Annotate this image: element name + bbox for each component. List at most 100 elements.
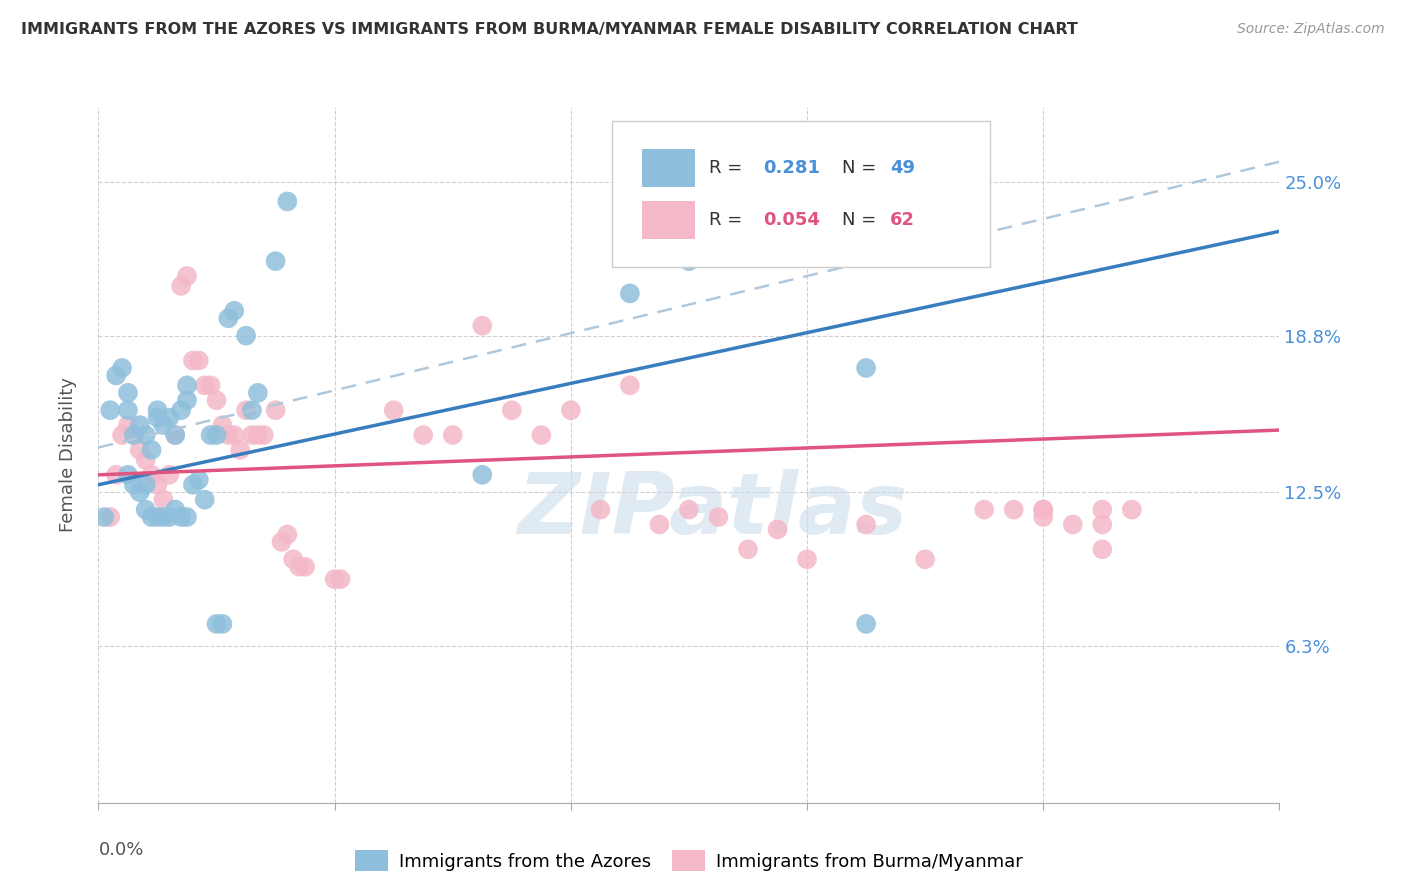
Point xyxy=(170,510,193,524)
Point xyxy=(157,510,180,524)
Text: ZIPatlas: ZIPatlas xyxy=(517,469,908,552)
Point xyxy=(146,477,169,491)
Point xyxy=(648,517,671,532)
Point xyxy=(235,403,257,417)
Point xyxy=(914,552,936,566)
Point xyxy=(122,428,145,442)
Point xyxy=(141,510,163,524)
Legend: Immigrants from the Azores, Immigrants from Burma/Myanmar: Immigrants from the Azores, Immigrants f… xyxy=(349,843,1029,879)
Point xyxy=(176,510,198,524)
Point xyxy=(211,418,233,433)
Point xyxy=(678,502,700,516)
Point xyxy=(1121,502,1143,516)
Text: R =: R = xyxy=(709,159,754,177)
Point xyxy=(117,403,139,417)
Point xyxy=(105,368,128,383)
Point xyxy=(229,442,252,457)
Point xyxy=(235,328,257,343)
Point xyxy=(678,254,700,268)
Point xyxy=(288,559,311,574)
Point xyxy=(170,403,193,417)
Point xyxy=(1032,502,1054,516)
Point xyxy=(135,428,157,442)
Point xyxy=(122,477,145,491)
Point xyxy=(128,485,150,500)
Point xyxy=(471,318,494,333)
Point xyxy=(181,353,204,368)
Point xyxy=(1091,517,1114,532)
Point xyxy=(246,428,269,442)
Point xyxy=(122,428,145,442)
Point xyxy=(276,194,298,209)
Point xyxy=(766,523,789,537)
Point xyxy=(111,361,134,376)
Point xyxy=(619,286,641,301)
Point xyxy=(1032,510,1054,524)
Point xyxy=(855,361,877,376)
Point xyxy=(441,428,464,442)
Point xyxy=(181,477,204,491)
Bar xyxy=(641,201,695,239)
Point xyxy=(329,572,352,586)
Point xyxy=(1002,502,1025,516)
Point xyxy=(152,510,174,524)
Point xyxy=(1091,502,1114,516)
Point xyxy=(796,552,818,566)
Point xyxy=(111,428,134,442)
Point xyxy=(141,442,163,457)
Point xyxy=(501,403,523,417)
Point xyxy=(146,510,169,524)
Text: 0.0%: 0.0% xyxy=(98,841,143,859)
Text: N =: N = xyxy=(842,211,883,229)
Point xyxy=(117,385,139,400)
Point xyxy=(128,418,150,433)
Point xyxy=(589,502,612,516)
Point xyxy=(217,311,239,326)
Point xyxy=(294,559,316,574)
Text: 49: 49 xyxy=(890,159,915,177)
FancyBboxPatch shape xyxy=(612,121,990,267)
Point xyxy=(217,428,239,442)
Point xyxy=(117,467,139,482)
Point xyxy=(240,403,263,417)
Point xyxy=(973,502,995,516)
Text: 0.054: 0.054 xyxy=(763,211,820,229)
Point xyxy=(146,403,169,417)
Text: N =: N = xyxy=(842,159,883,177)
Point xyxy=(200,428,222,442)
Point xyxy=(707,510,730,524)
Point xyxy=(619,378,641,392)
Point xyxy=(471,467,494,482)
Point xyxy=(165,502,187,516)
Point xyxy=(264,254,287,268)
Point xyxy=(276,527,298,541)
Point xyxy=(187,473,209,487)
Point xyxy=(194,492,217,507)
Point xyxy=(135,477,157,491)
Point xyxy=(253,428,276,442)
Point xyxy=(176,393,198,408)
Point xyxy=(205,393,228,408)
Text: R =: R = xyxy=(709,211,754,229)
Bar xyxy=(641,149,695,187)
Point xyxy=(176,378,198,392)
Point xyxy=(205,428,228,442)
Point xyxy=(205,616,228,631)
Point xyxy=(323,572,346,586)
Point xyxy=(146,410,169,425)
Point xyxy=(1062,517,1084,532)
Point xyxy=(283,552,305,566)
Point xyxy=(152,492,174,507)
Point xyxy=(240,428,263,442)
Point xyxy=(152,418,174,433)
Text: IMMIGRANTS FROM THE AZORES VS IMMIGRANTS FROM BURMA/MYANMAR FEMALE DISABILITY CO: IMMIGRANTS FROM THE AZORES VS IMMIGRANTS… xyxy=(21,22,1078,37)
Text: Source: ZipAtlas.com: Source: ZipAtlas.com xyxy=(1237,22,1385,37)
Point xyxy=(737,542,759,557)
Point xyxy=(224,303,246,318)
Point xyxy=(128,442,150,457)
Point xyxy=(135,453,157,467)
Point xyxy=(560,403,582,417)
Point xyxy=(135,502,157,516)
Point xyxy=(200,378,222,392)
Point xyxy=(270,535,292,549)
